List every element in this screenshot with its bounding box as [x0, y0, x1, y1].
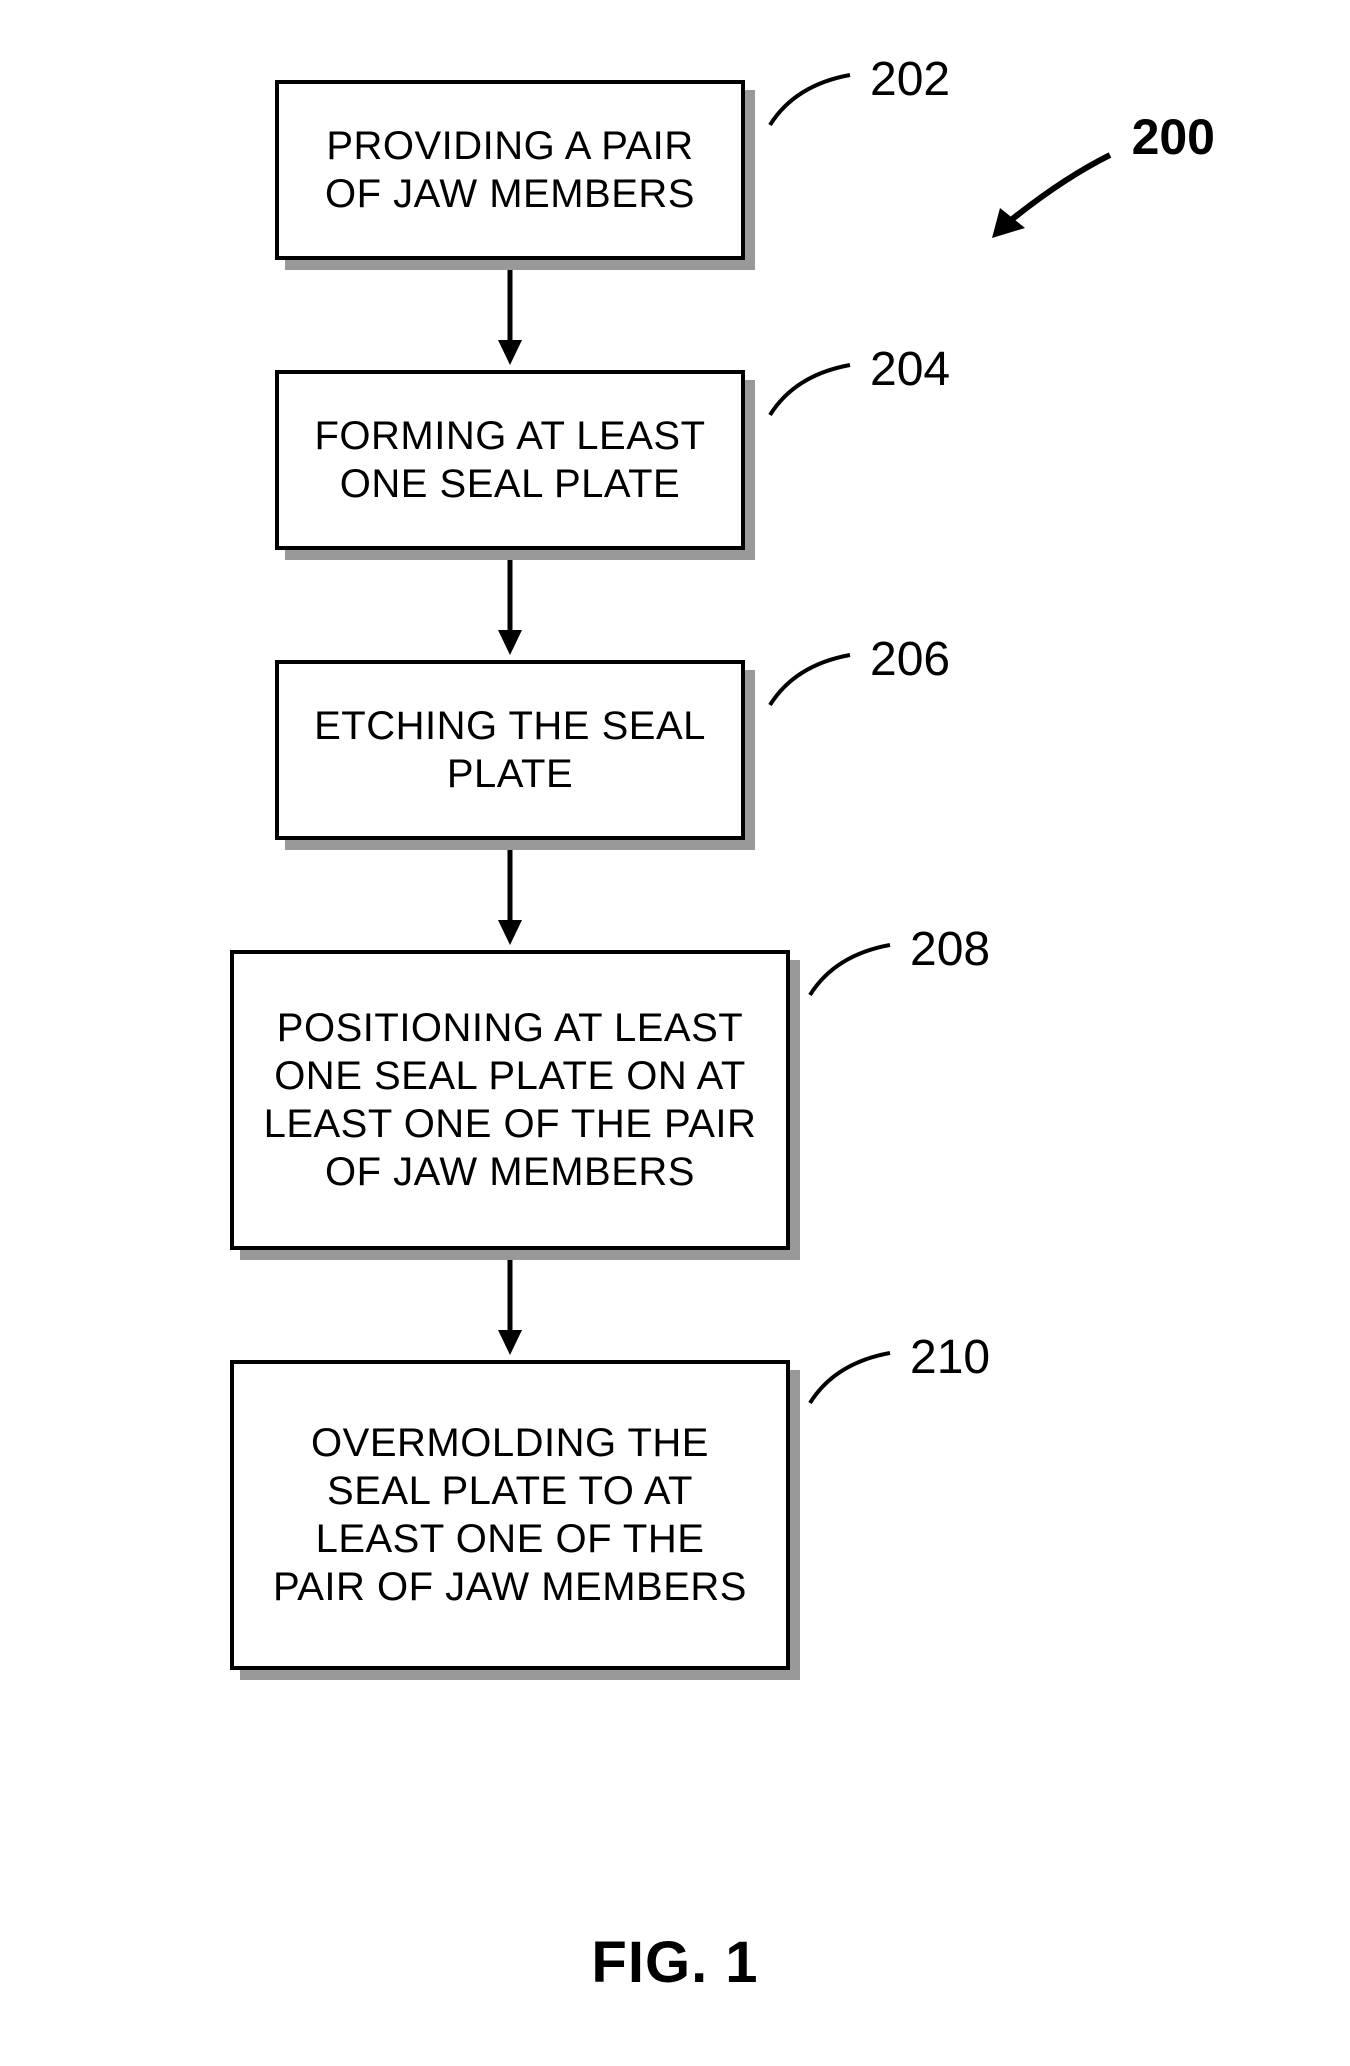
flowchart-container: PROVIDING A PAIR OF JAW MEMBERS 202 FORM… — [230, 80, 790, 1670]
callout-curve-202 — [765, 70, 865, 130]
step-text: ETCHING THE SEAL PLATE — [309, 702, 711, 798]
flowchart-step-208: POSITIONING AT LEAST ONE SEAL PLATE ON A… — [230, 950, 790, 1250]
step-text: PROVIDING A PAIR OF JAW MEMBERS — [309, 122, 711, 218]
flowchart-step-202: PROVIDING A PAIR OF JAW MEMBERS — [275, 80, 745, 260]
callout-label-210: 210 — [910, 1330, 990, 1385]
step-text: POSITIONING AT LEAST ONE SEAL PLATE ON A… — [259, 1004, 761, 1196]
ref-arrow-200 — [980, 150, 1120, 250]
arrow-connector-4 — [230, 1250, 790, 1360]
arrow-connector-3 — [275, 840, 745, 950]
callout-curve-208 — [805, 940, 905, 1000]
callout-curve-210 — [805, 1348, 905, 1408]
flowchart-step-206: ETCHING THE SEAL PLATE — [275, 660, 745, 840]
callout-curve-204 — [765, 360, 865, 420]
flowchart-step-210: OVERMOLDING THE SEAL PLATE TO AT LEAST O… — [230, 1360, 790, 1670]
callout-label-206: 206 — [870, 632, 950, 687]
callout-label-208: 208 — [910, 922, 990, 977]
ref-label-200: 200 — [1132, 108, 1215, 166]
flowchart-step-204: FORMING AT LEAST ONE SEAL PLATE — [275, 370, 745, 550]
step-text: FORMING AT LEAST ONE SEAL PLATE — [309, 412, 711, 508]
callout-label-202: 202 — [870, 52, 950, 107]
callout-label-204: 204 — [870, 342, 950, 397]
arrow-connector-2 — [275, 550, 745, 660]
step-text: OVERMOLDING THE SEAL PLATE TO AT LEAST O… — [269, 1419, 751, 1611]
figure-caption: FIG. 1 — [591, 1929, 758, 1996]
callout-curve-206 — [765, 650, 865, 710]
arrow-connector-1 — [275, 260, 745, 370]
